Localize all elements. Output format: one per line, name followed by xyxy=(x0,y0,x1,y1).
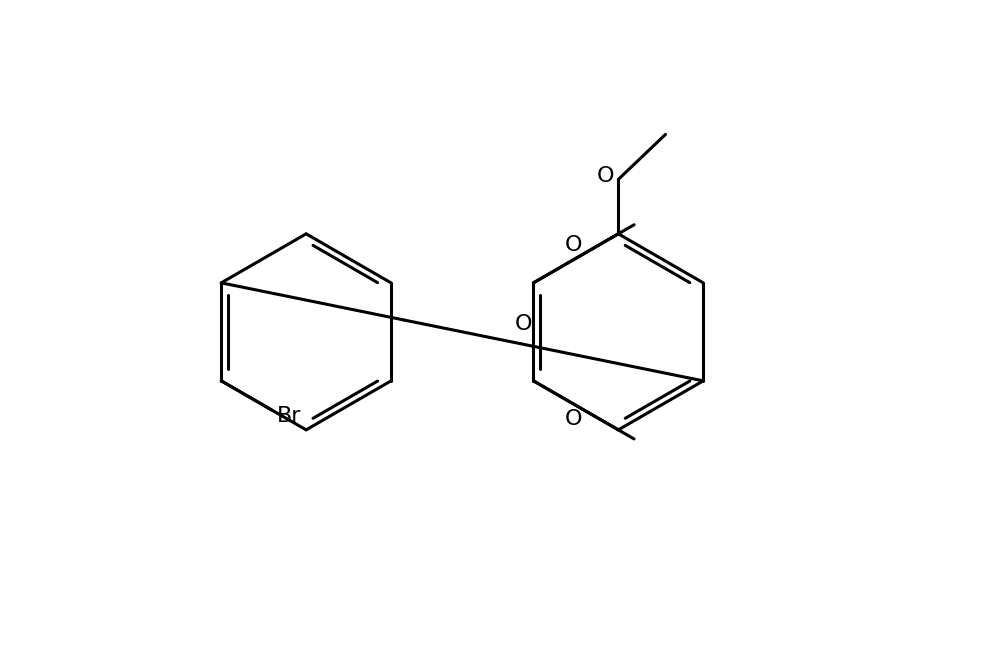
Text: O: O xyxy=(565,235,582,255)
Text: Br: Br xyxy=(277,406,302,426)
Text: O: O xyxy=(597,166,614,187)
Text: O: O xyxy=(515,314,532,335)
Text: O: O xyxy=(565,409,582,429)
